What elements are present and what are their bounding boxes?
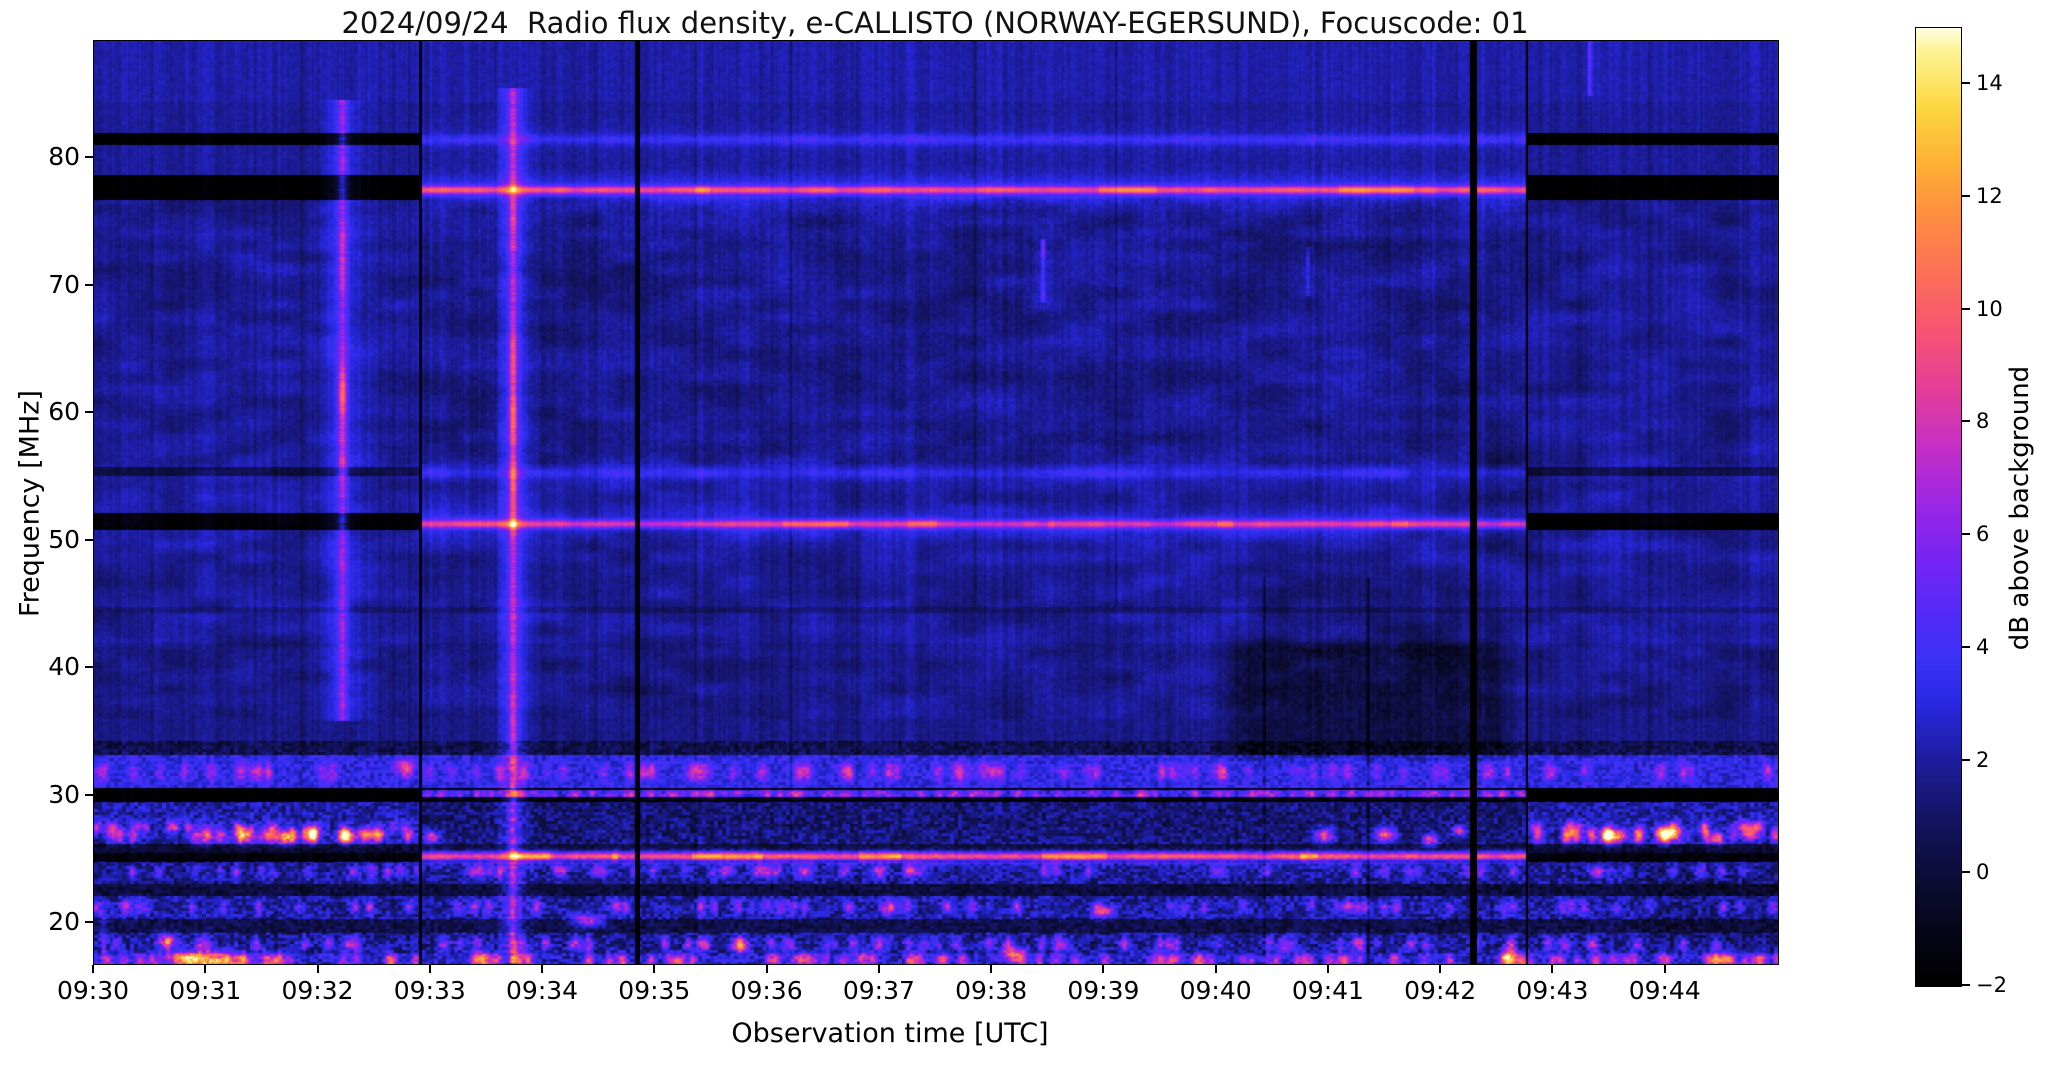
chart-title: 2024/09/24 Radio flux density, e-CALLIST… [341, 6, 1529, 40]
x-tick-label: 09:32 [281, 976, 354, 1005]
x-tick-label: 09:30 [56, 976, 130, 1005]
x-tick-label: 09:43 [1516, 976, 1589, 1005]
colorbar-tick-label: 4 [1976, 634, 1990, 659]
colorbar-tick-label: 10 [1976, 296, 2003, 321]
y-tick-mark [85, 538, 93, 541]
colorbar-label: dB above background [2005, 365, 2035, 651]
colorbar-tick-mark [1962, 307, 1970, 310]
colorbar-tick-mark [1962, 420, 1970, 423]
colorbar-tick-mark [1962, 758, 1970, 761]
x-tick-mark [428, 965, 431, 973]
y-tick-mark [85, 411, 93, 414]
colorbar-tick-mark [1962, 195, 1970, 198]
x-tick-label: 09:34 [506, 976, 579, 1005]
x-tick-mark [204, 965, 207, 973]
x-tick-label: 09:40 [1179, 976, 1252, 1005]
x-tick-mark [653, 965, 656, 973]
colorbar-canvas [1916, 28, 1961, 986]
x-tick-label: 09:38 [955, 976, 1028, 1005]
y-tick-label: 20 [48, 907, 80, 937]
x-axis-label: Observation time [UTC] [731, 1018, 1049, 1049]
x-tick-mark [92, 965, 94, 973]
x-tick-mark [1326, 965, 1329, 973]
x-tick-label: 09:37 [842, 976, 915, 1005]
colorbar-tick-label: 0 [1976, 860, 1990, 885]
colorbar-tick-label: −2 [1976, 973, 2007, 997]
x-tick-mark [1439, 965, 1442, 973]
spectrogram-plot-area [93, 40, 1779, 965]
x-tick-label: 09:44 [1628, 976, 1701, 1005]
colorbar-tick-mark [1962, 82, 1970, 85]
x-tick-mark [316, 965, 319, 973]
x-tick-label: 09:36 [730, 976, 803, 1005]
y-tick-label: 70 [48, 269, 80, 299]
y-tick-label: 80 [48, 142, 80, 172]
x-tick-label: 09:39 [1067, 976, 1140, 1005]
spectrogram-canvas [94, 41, 1778, 964]
y-tick-label: 30 [48, 779, 80, 809]
x-tick-label: 09:33 [393, 976, 466, 1005]
colorbar-tick-label: 8 [1976, 409, 1990, 434]
colorbar-tick-mark [1962, 645, 1970, 648]
y-tick-mark [85, 921, 93, 924]
colorbar-tick-label: 2 [1976, 747, 1990, 772]
colorbar-tick-label: 14 [1976, 71, 2003, 96]
y-tick-label: 50 [48, 524, 80, 554]
y-tick-mark [85, 283, 93, 286]
colorbar-tick-label: 6 [1976, 522, 1990, 547]
colorbar [1915, 27, 1962, 987]
y-tick-mark [85, 793, 93, 796]
x-tick-label: 09:31 [169, 976, 242, 1005]
x-tick-mark [1663, 965, 1666, 973]
x-tick-label: 09:35 [618, 976, 691, 1005]
x-tick-mark [990, 965, 993, 973]
x-tick-mark [1551, 965, 1554, 973]
y-axis-label: Frequency [MHz] [14, 390, 46, 617]
y-tick-label: 40 [48, 652, 80, 682]
x-tick-label: 09:42 [1404, 976, 1477, 1005]
colorbar-tick-label: 12 [1976, 184, 2003, 209]
y-tick-mark [85, 666, 93, 669]
x-tick-mark [1214, 965, 1217, 973]
y-tick-mark [85, 156, 93, 159]
x-tick-mark [541, 965, 544, 973]
x-tick-mark [765, 965, 768, 973]
x-tick-mark [877, 965, 880, 973]
colorbar-tick-mark [1962, 984, 1970, 986]
colorbar-tick-mark [1962, 533, 1970, 536]
x-tick-mark [1102, 965, 1105, 973]
x-tick-label: 09:41 [1291, 976, 1364, 1005]
colorbar-tick-mark [1962, 871, 1970, 874]
y-tick-label: 60 [48, 397, 80, 427]
